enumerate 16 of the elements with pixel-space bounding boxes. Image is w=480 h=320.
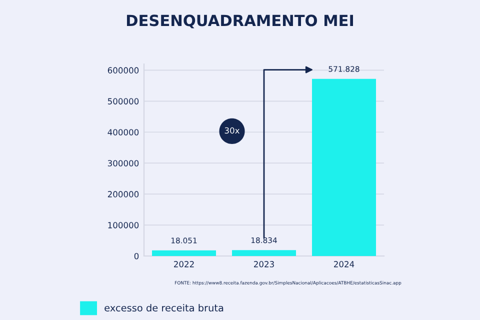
- x-tick-label: 2024: [334, 261, 354, 268]
- y-tick-label: 600000: [108, 67, 139, 74]
- chart-title: DESENQUADRAMENTO MEI: [126, 14, 354, 28]
- bar: [152, 250, 216, 256]
- y-tick-label: 400000: [108, 129, 139, 136]
- y-tick-label: 0: [134, 252, 139, 260]
- y-tick-label: 300000: [108, 160, 139, 166]
- y-tick-label: 200000: [108, 191, 139, 198]
- x-tick-label: 2022: [174, 261, 194, 268]
- bar: [312, 78, 376, 256]
- x-tick-label: 2023: [254, 261, 274, 268]
- legend-label: excesso de receita bruta: [104, 304, 224, 312]
- bar: [232, 250, 296, 256]
- y-tick-label: 500000: [108, 98, 139, 104]
- y-tick-label: 100000: [108, 222, 139, 228]
- annotation: 30x: [224, 127, 240, 134]
